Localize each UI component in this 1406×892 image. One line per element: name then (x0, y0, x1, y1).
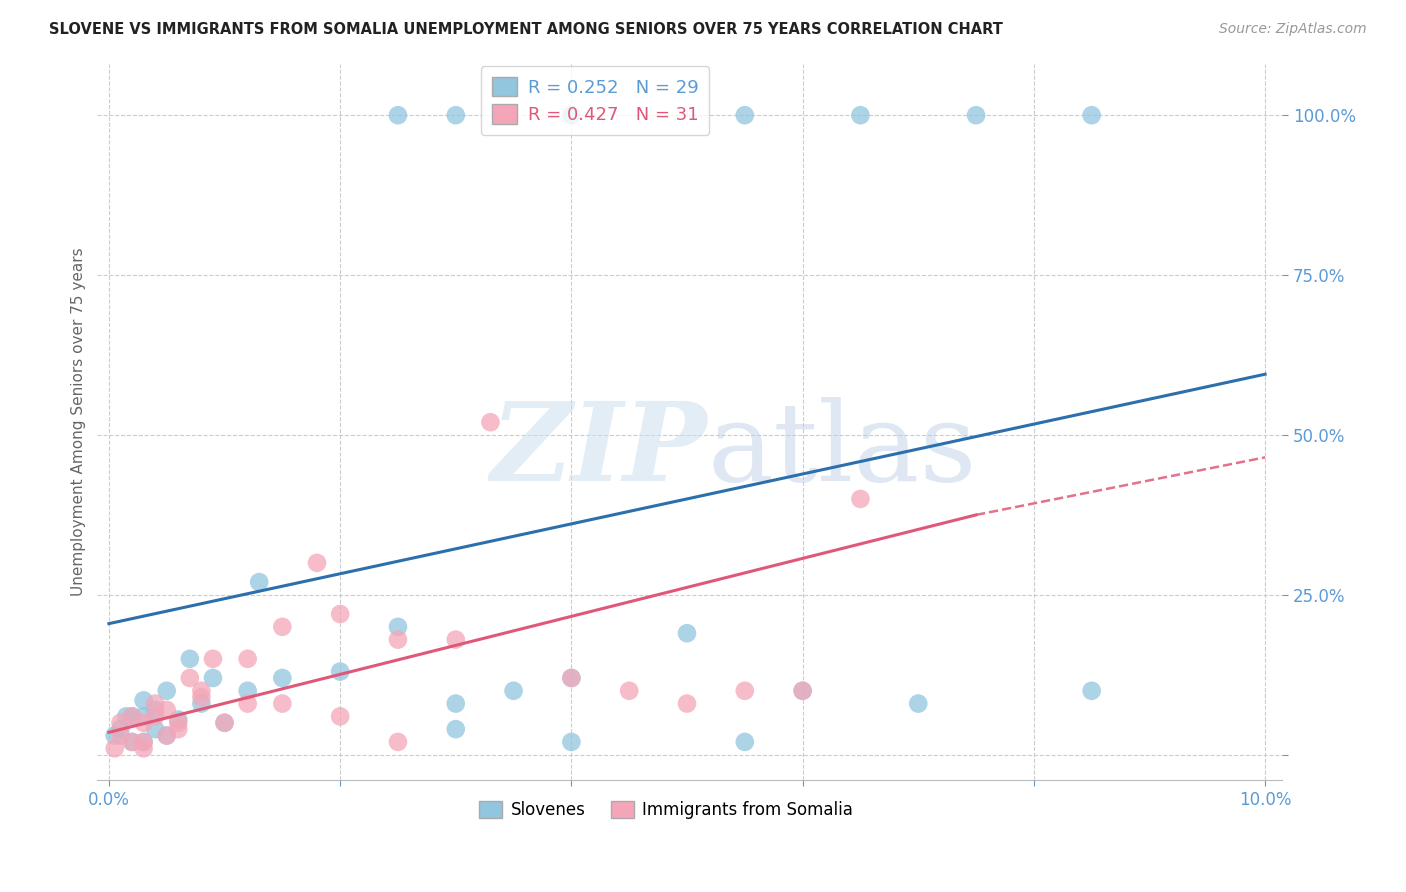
Point (849, 108, 872, 122)
Point (329, 665, 352, 679)
Point (734, 735, 756, 749)
Point (121, 709, 143, 723)
Point (676, 626, 699, 640)
Point (214, 715, 236, 730)
Point (156, 729, 179, 743)
Point (156, 703, 179, 717)
Point (143, 709, 166, 723)
Point (560, 671, 582, 685)
Point (792, 683, 814, 698)
Point (104, 729, 127, 743)
Y-axis label: Unemployment Among Seniors over 75 years: Unemployment Among Seniors over 75 years (72, 248, 86, 597)
Text: atlas: atlas (707, 397, 977, 504)
Point (115, 709, 138, 723)
Text: Source: ZipAtlas.com: Source: ZipAtlas.com (1219, 22, 1367, 37)
Point (387, 620, 409, 634)
Point (444, 722, 467, 736)
Text: ZIP: ZIP (491, 397, 707, 505)
Point (965, 108, 987, 122)
Point (676, 697, 699, 711)
Point (236, 697, 259, 711)
Point (387, 632, 409, 647)
Point (132, 735, 155, 749)
Point (247, 575, 270, 590)
Point (387, 735, 409, 749)
Point (179, 652, 201, 666)
Point (387, 108, 409, 122)
Point (201, 652, 224, 666)
Point (907, 697, 929, 711)
Point (167, 713, 190, 727)
Point (444, 697, 467, 711)
Point (236, 652, 259, 666)
Point (502, 683, 524, 698)
Point (444, 108, 467, 122)
Point (132, 735, 155, 749)
Point (560, 671, 582, 685)
Point (143, 697, 166, 711)
Point (132, 693, 155, 707)
Point (734, 683, 756, 698)
Point (201, 671, 224, 685)
Point (143, 722, 166, 736)
Point (190, 697, 212, 711)
Point (214, 715, 236, 730)
Point (479, 415, 502, 429)
Point (1080, 108, 1102, 122)
Point (792, 683, 814, 698)
Point (734, 108, 756, 122)
Point (121, 735, 143, 749)
Point (1080, 683, 1102, 698)
Point (143, 703, 166, 717)
Point (444, 632, 467, 647)
Point (132, 741, 155, 756)
Point (560, 735, 582, 749)
Point (121, 709, 143, 723)
Point (271, 697, 294, 711)
Point (329, 709, 352, 723)
Point (329, 607, 352, 621)
Point (110, 715, 132, 730)
Point (619, 683, 641, 698)
Point (110, 722, 132, 736)
Point (271, 671, 294, 685)
Point (236, 683, 259, 698)
Point (121, 735, 143, 749)
Point (132, 709, 155, 723)
Point (190, 690, 212, 705)
Point (560, 108, 582, 122)
Point (156, 683, 179, 698)
Point (849, 491, 872, 506)
Point (156, 729, 179, 743)
Point (190, 683, 212, 698)
Point (132, 715, 155, 730)
Point (179, 671, 201, 685)
Legend: Slovenes, Immigrants from Somalia: Slovenes, Immigrants from Somalia (472, 794, 860, 826)
Text: SLOVENE VS IMMIGRANTS FROM SOMALIA UNEMPLOYMENT AMONG SENIORS OVER 75 YEARS CORR: SLOVENE VS IMMIGRANTS FROM SOMALIA UNEMP… (49, 22, 1002, 37)
Point (271, 620, 294, 634)
Point (104, 741, 127, 756)
Point (110, 729, 132, 743)
Point (167, 722, 190, 736)
Point (305, 556, 328, 570)
Point (167, 715, 190, 730)
